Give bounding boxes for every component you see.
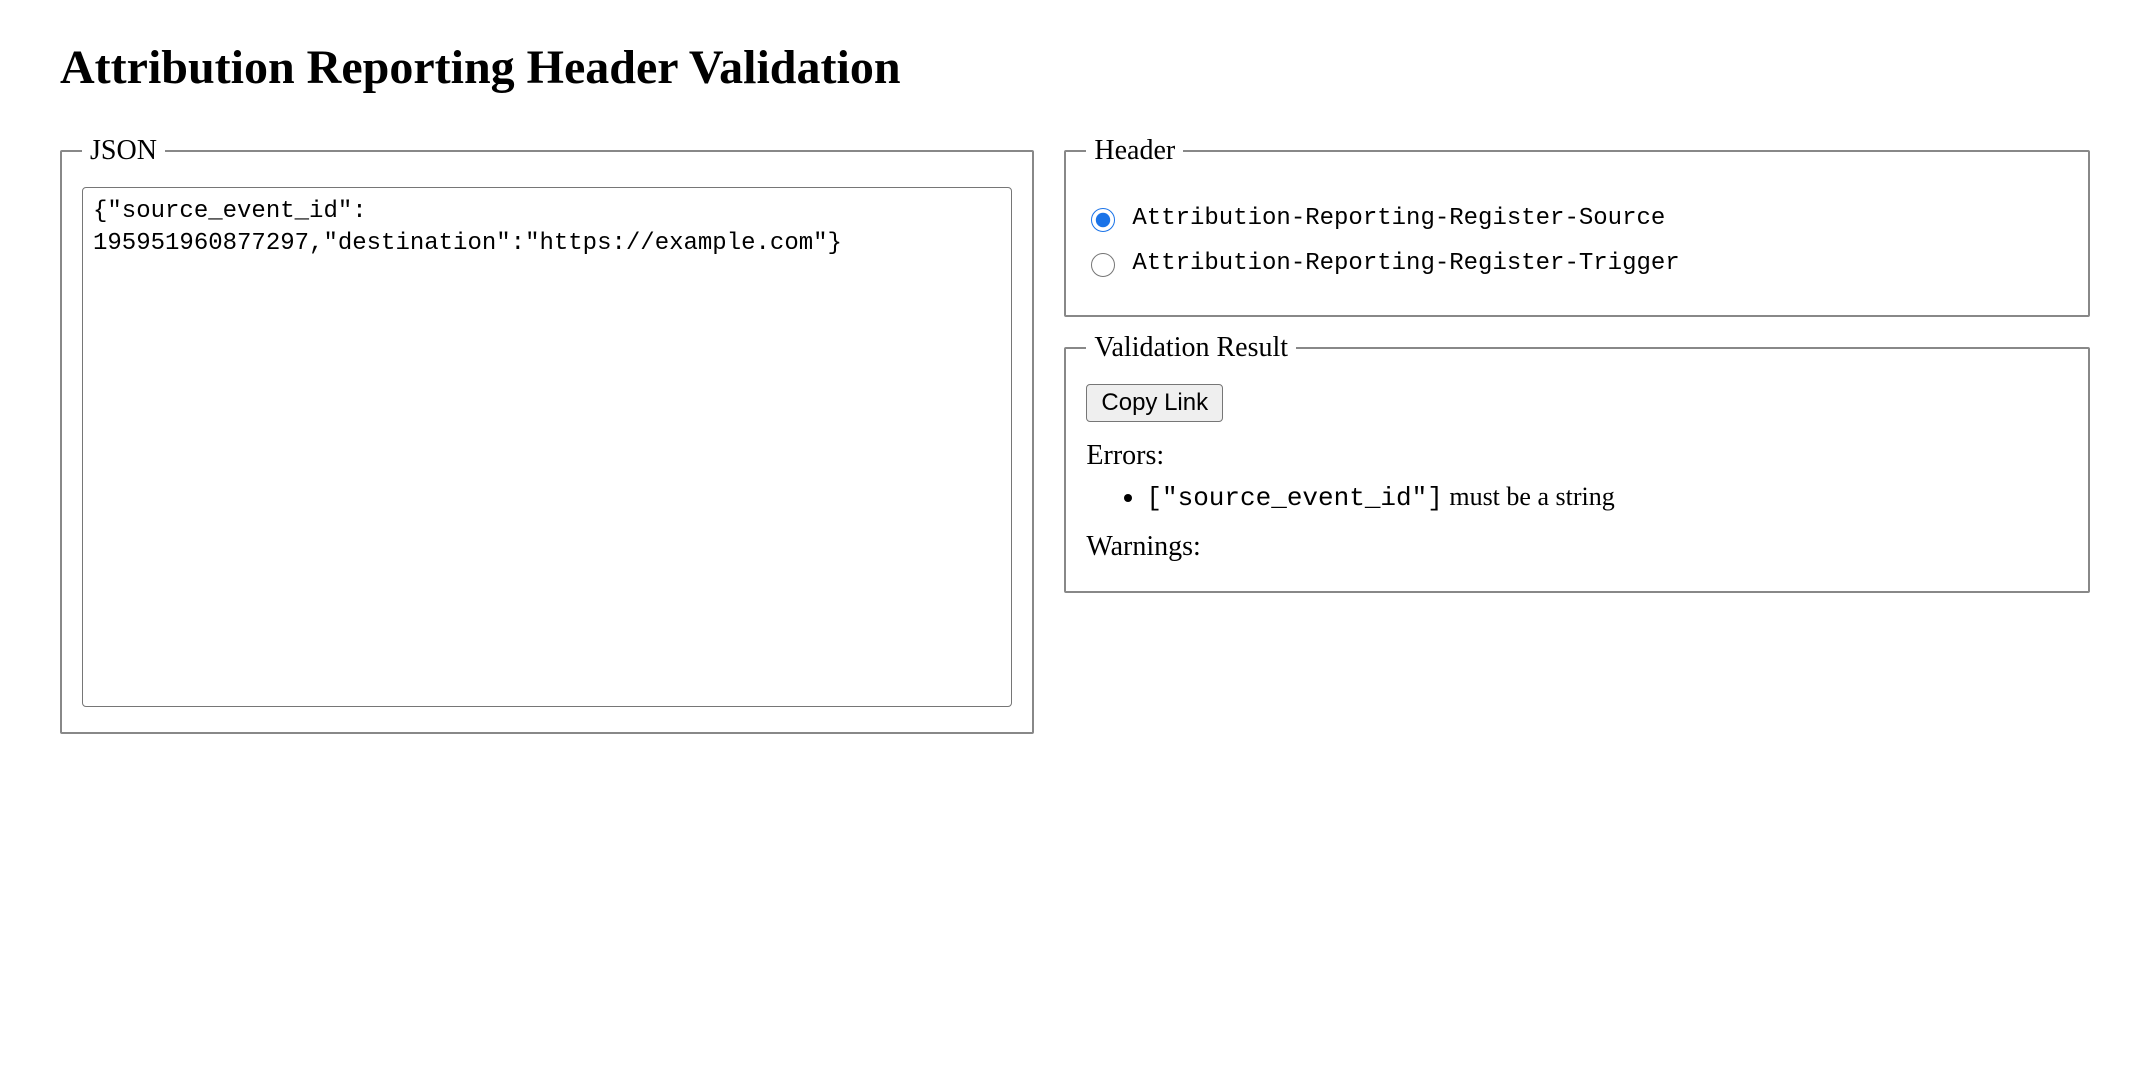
- json-legend: JSON: [82, 135, 165, 167]
- error-item: ["source_event_id"] must be a string: [1146, 482, 2068, 513]
- page-title: Attribution Reporting Header Validation: [60, 40, 2090, 95]
- radio-register-source[interactable]: [1091, 208, 1115, 232]
- right-column: Header Attribution-Reporting-Register-So…: [1064, 135, 2090, 734]
- radio-register-source-label[interactable]: Attribution-Reporting-Register-Source: [1132, 205, 1665, 232]
- left-column: JSON: [60, 135, 1034, 734]
- error-message: must be a string: [1443, 482, 1615, 511]
- radio-register-trigger-label[interactable]: Attribution-Reporting-Register-Trigger: [1132, 250, 1679, 277]
- header-fieldset: Header Attribution-Reporting-Register-So…: [1064, 135, 2090, 317]
- main-layout: JSON Header Attribution-Reporting-Regist…: [60, 135, 2090, 734]
- copy-link-button[interactable]: Copy Link: [1086, 384, 1223, 422]
- json-input[interactable]: [82, 187, 1012, 707]
- error-code: ["source_event_id"]: [1146, 483, 1442, 513]
- radio-row-trigger: Attribution-Reporting-Register-Trigger: [1086, 250, 2068, 277]
- header-legend: Header: [1086, 135, 1183, 167]
- json-fieldset: JSON: [60, 135, 1034, 734]
- result-legend: Validation Result: [1086, 332, 1296, 364]
- errors-label: Errors:: [1086, 440, 2068, 472]
- radio-row-source: Attribution-Reporting-Register-Source: [1086, 205, 2068, 232]
- errors-list: ["source_event_id"] must be a string: [1086, 482, 2068, 513]
- radio-register-trigger[interactable]: [1091, 253, 1115, 277]
- warnings-label: Warnings:: [1086, 531, 2068, 563]
- result-fieldset: Validation Result Copy Link Errors: ["so…: [1064, 332, 2090, 593]
